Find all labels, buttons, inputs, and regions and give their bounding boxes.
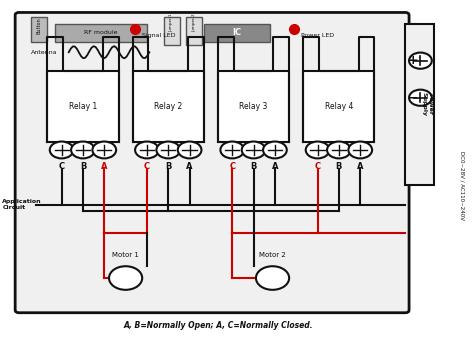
Circle shape [409,53,432,69]
Text: IC: IC [232,28,242,37]
Circle shape [327,142,351,158]
Text: C: C [229,162,235,171]
Circle shape [263,142,287,158]
Text: A: A [357,162,364,171]
Text: C: C [144,162,150,171]
Text: Relay 2: Relay 2 [154,102,182,111]
Bar [405,24,434,185]
Text: Button: Button [36,18,42,34]
Circle shape [409,90,432,106]
Text: Application
Circuit: Application Circuit [2,199,42,210]
Text: B: B [165,162,172,171]
Text: RF module: RF module [84,30,118,35]
Circle shape [242,142,265,158]
Text: A: A [186,162,193,171]
Text: A: A [101,162,108,171]
Text: A, B=Normally Open; A, C=Normally Closed.: A, B=Normally Open; A, C=Normally Closed… [123,321,313,330]
Bar [133,71,204,142]
Text: Power LED: Power LED [301,33,334,38]
Circle shape [135,142,159,158]
Bar [47,71,118,142]
Text: −: − [408,91,418,104]
Bar [218,71,289,142]
Circle shape [50,142,73,158]
Text: Relay 1: Relay 1 [69,102,97,111]
Text: Jumper-1: Jumper-1 [170,13,173,32]
Text: B: B [80,162,86,171]
Circle shape [306,142,329,158]
Text: C: C [59,162,64,171]
Text: C: C [315,162,320,171]
Text: Motor 1: Motor 1 [112,252,139,258]
Text: Relay 4: Relay 4 [325,102,353,111]
Circle shape [71,142,95,158]
Text: Signal LED: Signal LED [142,33,176,38]
Circle shape [348,142,372,158]
Text: B: B [336,162,342,171]
Text: A: A [272,162,278,171]
Text: M: M [121,273,130,283]
Bar [55,24,147,42]
Text: M: M [268,273,277,283]
Circle shape [109,266,142,290]
Circle shape [156,142,180,158]
Text: Relay 3: Relay 3 [239,102,268,111]
Text: Jumper-2: Jumper-2 [192,13,196,32]
Text: B: B [250,162,257,171]
Bar [31,17,47,42]
Bar [303,71,374,142]
Circle shape [256,266,289,290]
Bar [204,24,270,42]
Circle shape [220,142,244,158]
Bar [164,17,180,45]
Text: Power
Supply: Power Supply [421,92,432,117]
Text: +: + [408,54,418,67]
FancyBboxPatch shape [15,12,409,313]
Text: Antenna: Antenna [31,50,57,55]
Circle shape [92,142,116,158]
Text: DC0~28V / AC110~240V: DC0~28V / AC110~240V [460,151,465,220]
Circle shape [178,142,201,158]
Text: Motor 2: Motor 2 [259,252,286,258]
Bar [186,17,202,45]
